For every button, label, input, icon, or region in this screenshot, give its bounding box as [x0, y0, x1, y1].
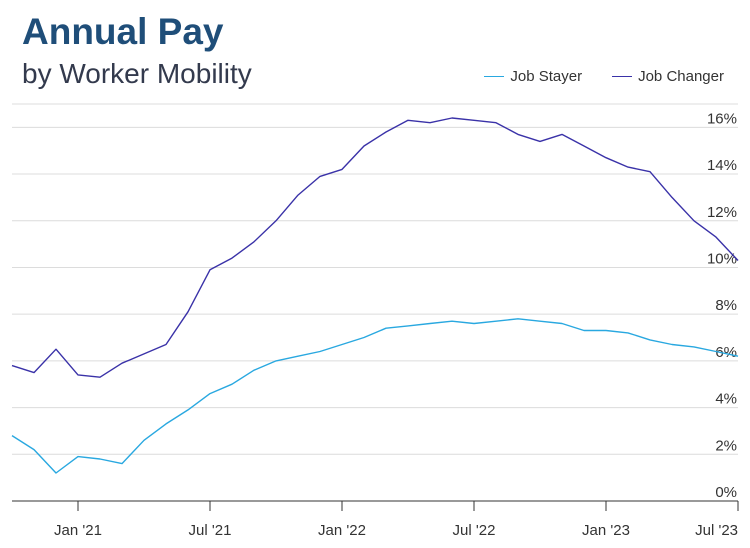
x-tick-label: Jan '22 — [318, 522, 366, 539]
legend: Job Stayer Job Changer — [484, 68, 724, 85]
legend-label-job-changer: Job Changer — [638, 68, 724, 85]
legend-swatch-job-stayer — [484, 76, 505, 77]
series-line-job-changer — [11, 117, 739, 378]
x-tick-label: Jul '21 — [189, 522, 232, 539]
legend-item-job-changer[interactable]: Job Changer — [612, 68, 724, 85]
y-tick-label: 4% — [715, 391, 737, 408]
legend-item-job-stayer[interactable]: Job Stayer — [484, 68, 582, 85]
y-tick-label: 2% — [715, 437, 737, 454]
y-tick-label: 0% — [715, 484, 737, 501]
y-tick-label: 8% — [715, 297, 737, 314]
x-tick-label: Jan '21 — [54, 522, 102, 539]
chart-title: Annual Pay — [22, 11, 224, 52]
chart-subtitle: by Worker Mobility — [22, 58, 252, 89]
x-tick-label: Jul '22 — [453, 522, 496, 539]
x-tick-label: Jul '23 — [695, 522, 738, 539]
y-tick-label: 12% — [707, 204, 737, 221]
y-tick-label: 10% — [707, 250, 737, 267]
y-tick-label: 6% — [715, 344, 737, 361]
series-line-job-stayer — [11, 318, 739, 474]
x-tick-label: Jan '23 — [582, 522, 630, 539]
legend-swatch-job-changer — [612, 76, 633, 77]
legend-label-job-stayer: Job Stayer — [510, 68, 583, 85]
y-tick-label: 16% — [707, 110, 737, 127]
y-tick-label: 14% — [707, 157, 737, 174]
